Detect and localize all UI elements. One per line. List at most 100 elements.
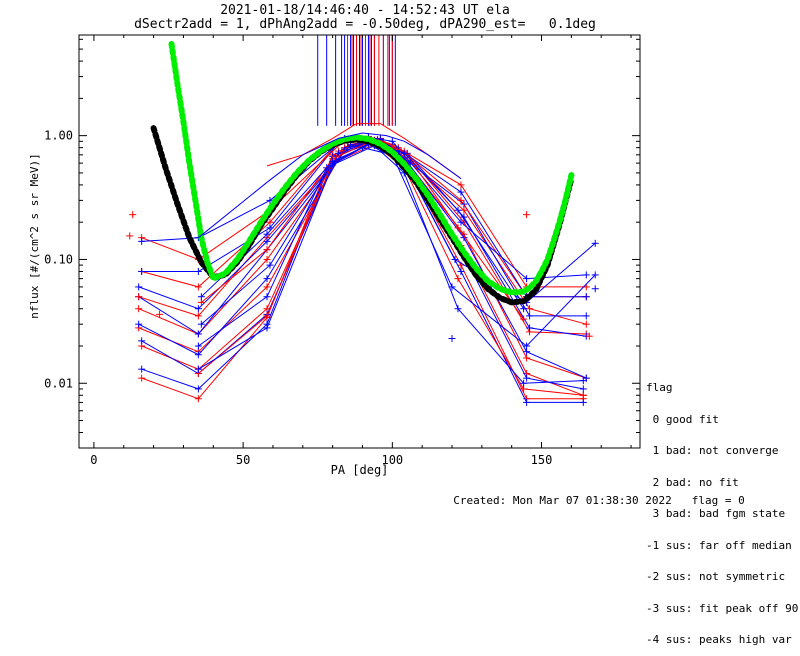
- trace-point-8-1: [194, 312, 202, 320]
- trace-point-5-1: [194, 351, 202, 359]
- trace-point-13-0: [138, 237, 146, 245]
- outlier-point-2: [156, 310, 164, 318]
- trace-point-17-1: [266, 261, 274, 269]
- trace-point-15-7: [579, 377, 587, 385]
- trace-line-18: [200, 140, 525, 320]
- trace-point-19-2: [329, 157, 337, 165]
- trace-point-16-7: [591, 271, 599, 279]
- trace-point-8-0: [135, 293, 143, 301]
- trace-point-13-8: [582, 271, 590, 279]
- chart-title-line-1: 2021-01-18/14:46:40 - 14:52:43 UT ela: [220, 3, 510, 18]
- x-tick-label-1: 50: [236, 453, 250, 467]
- trace-point-11-0: [138, 267, 146, 275]
- trace-group: [126, 133, 599, 406]
- outlier-point-6: [585, 332, 593, 340]
- x-tick-label-0: 0: [90, 453, 97, 467]
- trace-point-19-5: [454, 206, 462, 214]
- trace-point-18-5: [454, 224, 462, 232]
- trace-point-9-1: [194, 305, 202, 313]
- envelope-line-3: [198, 132, 462, 239]
- trace-point-10-6: [457, 196, 465, 204]
- legend-heading: flag: [646, 381, 673, 394]
- trace-point-3-8: [579, 385, 587, 393]
- trace-point-1-1: [194, 385, 202, 393]
- trace-point-15-5: [454, 305, 462, 313]
- trace-point-0-0: [138, 374, 146, 382]
- trace-point-4-2: [263, 283, 271, 291]
- trace-point-13-7: [523, 275, 531, 283]
- trace-point-9-2: [263, 237, 271, 245]
- trace-point-18-6: [520, 315, 528, 323]
- legend-item-1: 1 bad: not converge: [646, 444, 779, 457]
- y-axis-label: nflux [#/(cm^2 s sr MeV)]: [28, 153, 41, 319]
- trace-point-1-8: [579, 398, 587, 406]
- legend-item-7: -4 sus: peaks high var: [646, 633, 792, 646]
- legend-item-6: -3 sus: fit peak off 90: [646, 601, 799, 615]
- y-tick-label-1: 0.10: [44, 252, 73, 266]
- outlier-point-0: [129, 211, 137, 219]
- y-tick-label-0: 0.01: [44, 376, 73, 390]
- trace-point-19-6: [520, 305, 528, 313]
- fit-curve-group: [150, 41, 575, 306]
- trace-point-7-7: [526, 324, 534, 332]
- legend-item-5: -2 sus: not symmetric: [646, 570, 786, 583]
- trace-point-11-8: [582, 293, 590, 301]
- trace-point-1-7: [523, 398, 531, 406]
- trace-point-9-7: [526, 312, 534, 320]
- trace-point-18-1: [263, 246, 271, 254]
- trace-point-12-6: [457, 181, 465, 189]
- trace-line-6: [138, 138, 587, 335]
- plot-frame: [78, 34, 641, 449]
- trace-point-4-7: [523, 354, 531, 362]
- outlier-point-4: [448, 334, 456, 342]
- trace-point-16-5: [448, 283, 456, 291]
- outlier-point-5: [591, 285, 599, 293]
- trace-line-15: [198, 145, 584, 384]
- fit-curve-green: [168, 41, 575, 296]
- trace-point-8-6: [460, 206, 468, 214]
- x-tick-label-2: 100: [381, 453, 403, 467]
- trace-point-19-0: [197, 293, 205, 301]
- chart-title-line-2: dSectr2add = 1, dPhAng2add = -0.50deg, d…: [134, 17, 596, 32]
- trace-point-14-5: [454, 275, 462, 283]
- legend-item-3: 3 bad: bad fgm state: [646, 507, 786, 520]
- created-timestamp: Created: Mon Mar 07 01:38:30 2022: [453, 494, 672, 507]
- axes: [78, 34, 641, 449]
- trace-point-11-1: [194, 267, 202, 275]
- trace-point-6-2: [263, 255, 271, 263]
- trace-line-19: [200, 143, 525, 309]
- trace-point-3-0: [138, 337, 146, 345]
- trace-point-13-6: [457, 218, 465, 226]
- trace-point-5-0: [135, 320, 143, 328]
- trace-point-9-0: [135, 283, 143, 291]
- trace-point-1-0: [138, 365, 146, 373]
- trace-point-1-6: [457, 267, 465, 275]
- trace-point-19-4: [400, 149, 408, 157]
- outlier-point-1: [126, 232, 134, 240]
- trace-point-15-6: [520, 379, 528, 387]
- x-axis-label: PA [deg]: [331, 463, 389, 477]
- trace-point-13-5: [388, 137, 396, 145]
- y-tick-label-2: 1.00: [44, 129, 73, 143]
- trace-point-15-0: [194, 365, 202, 373]
- trace-point-15-1: [263, 324, 271, 332]
- trace-point-17-5: [451, 255, 459, 263]
- trace-point-17-0: [197, 320, 205, 328]
- trace-point-11-6: [457, 188, 465, 196]
- trace-point-10-1: [194, 283, 202, 291]
- trace-point-0-1: [194, 395, 202, 403]
- trace-point-6-0: [135, 305, 143, 313]
- trace-point-16-6: [523, 342, 531, 350]
- outlier-point-3: [523, 211, 531, 219]
- footer-flag: flag = 0: [691, 494, 745, 507]
- trace-point-14-7: [579, 391, 587, 399]
- footer: Created: Mon Mar 07 01:38:30 2022 flag = …: [440, 481, 745, 507]
- tick-group: 0 50 100 150 0.01 0.10 1.00: [44, 35, 640, 467]
- legend-item-0: 0 good fit: [646, 412, 719, 426]
- legend-item-4: -1 sus: far off median: [646, 538, 792, 552]
- x-tick-label-3: 150: [531, 453, 553, 467]
- pitch-angle-chart: 0 50 100 150 0.01 0.10 1.00 PA [deg] nflux [#/…: [28, 34, 641, 477]
- trace-point-16-1: [263, 293, 271, 301]
- trace-point-3-7: [523, 374, 531, 382]
- trace-point-5-2: [263, 275, 271, 283]
